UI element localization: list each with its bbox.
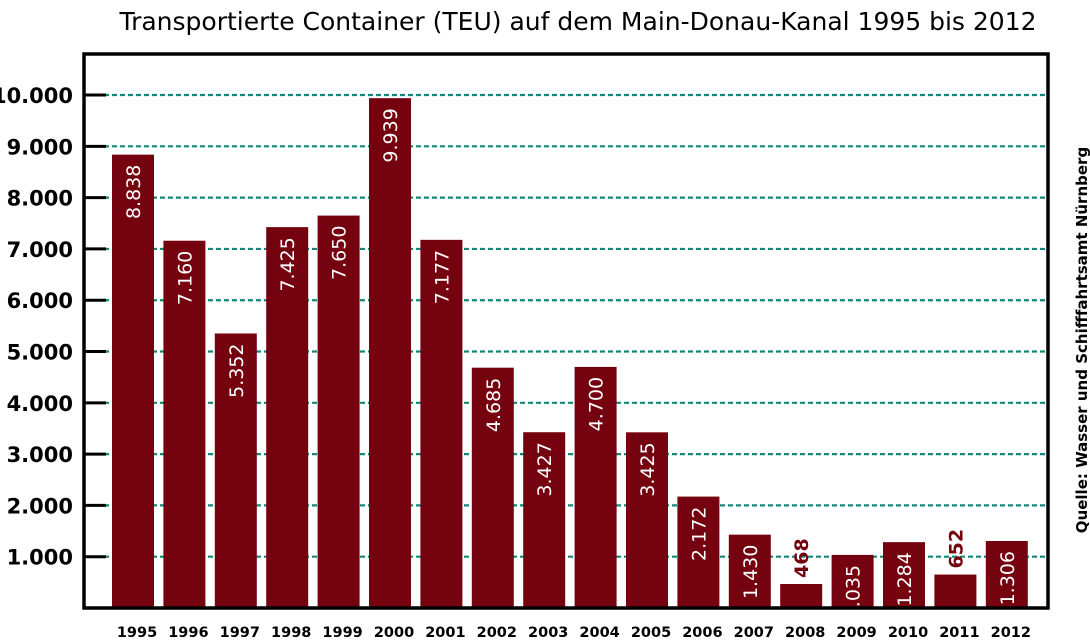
data-labels: 8.838 7.160 5.352 7.425 7.650 9.939 7.177 4.685… [123,108,1019,619]
bar-2010 [883,542,925,608]
bars [112,98,1028,609]
x-tick-label: 2005 [631,625,671,641]
x-tick-label: 2008 [785,625,825,641]
data-label-2001: 7.177 [431,250,453,304]
y-tick-label: 7.000 [7,238,73,262]
x-tick-label: 1998 [271,625,311,641]
x-tick-label: 2006 [682,625,722,641]
y-tick-label: 3.000 [7,443,73,467]
x-tick-label: 1996 [168,625,208,641]
source-note: Quelle: Wasser und Schifffahrtsamt Nürnb… [1073,147,1090,533]
bar-1996 [163,240,206,609]
bar-1995 [112,154,154,609]
x-tick-label: 2001 [425,625,465,641]
bar-1998 [266,227,309,608]
y-tick-label: 6.000 [7,289,73,313]
data-label-1999: 7.650 [329,226,351,280]
data-label-2002: 4.685 [483,378,505,432]
x-tick-label: 2004 [579,625,619,641]
x-tick-label: 2010 [888,625,928,641]
data-label-1998: 7.425 [277,237,299,291]
x-tick-label: 2002 [477,625,517,641]
bar-1999 [317,215,360,609]
data-label-2008: 468 [791,538,813,578]
bar-2004 [574,366,617,608]
x-tick-label: 2007 [734,625,774,641]
data-label-1996: 7.160 [174,251,196,305]
chart-title: Transportierte Container (TEU) auf dem M… [118,7,1036,36]
y-tick-label: 1.000 [7,546,73,570]
x-tick-label: 2000 [374,625,414,641]
data-label-2004: 4.700 [586,377,608,431]
y-tick-label: 2.000 [7,494,73,518]
x-tick-label: 2012 [991,625,1031,641]
y-tick-label: 9.000 [7,135,73,159]
y-tick-label: 10.000 [0,84,73,108]
data-label-2012: 1.306 [997,551,1019,605]
bar-2006 [677,496,720,608]
bar-2001 [420,239,463,608]
y-tick-label: 8.000 [7,187,73,211]
y-tick-label: 5.000 [7,341,73,365]
bar-2012 [985,541,1028,608]
data-label-2009: 1.035 [843,565,865,619]
x-tick-label: 1997 [220,625,260,641]
plot-frame [82,52,1050,610]
data-label-1997: 5.352 [226,343,248,397]
y-axis: 1.000 2.000 3.000 4.000 5.000 6.000 7.000 8.000… [0,84,106,570]
x-tick-label: 2011 [939,625,979,641]
data-label-1995: 8.838 [123,165,145,219]
bar-2002 [471,367,514,608]
data-label-2006: 2.172 [688,507,710,561]
x-tick-label: 2009 [836,625,876,641]
data-label-2003: 3.427 [534,442,556,496]
bar-2003 [523,432,566,608]
data-label-2005: 3.425 [637,442,659,496]
y-tick-label: 4.000 [7,392,73,416]
data-label-2010: 1.284 [894,552,916,606]
bar-2005 [626,432,668,608]
x-tick-label: 2003 [528,625,568,641]
bar-2000 [369,98,411,609]
data-label-2011: 652 [945,529,967,569]
bar-2008 [780,583,823,608]
x-tick-label: 1999 [322,625,362,641]
x-tick-label: 1995 [117,625,157,641]
bar-2007 [728,534,771,608]
bar-2011 [934,574,977,608]
data-label-2000: 9.939 [380,108,402,162]
x-axis: 1995 1996 1997 1998 1999 2000 2001 2002 2003 2004… [117,625,1031,641]
data-label-2007: 1.430 [740,545,762,599]
bar-2009 [831,554,874,608]
bar-1997 [214,333,257,608]
